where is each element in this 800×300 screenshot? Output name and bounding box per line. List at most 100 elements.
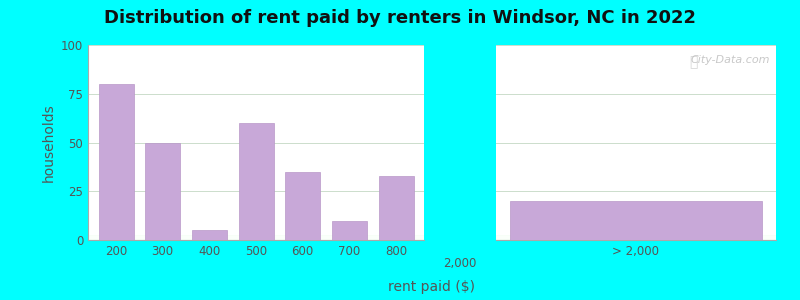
Bar — [496, 237, 776, 239]
Bar — [88, 236, 424, 238]
Bar — [496, 237, 776, 239]
Bar — [88, 238, 424, 239]
Bar — [88, 238, 424, 240]
Bar — [496, 237, 776, 239]
Bar — [88, 236, 424, 238]
Bar — [88, 238, 424, 240]
Bar — [496, 236, 776, 238]
Bar — [88, 237, 424, 239]
Bar — [88, 237, 424, 239]
Bar — [496, 238, 776, 240]
Bar — [496, 237, 776, 239]
Bar — [88, 236, 424, 238]
Bar — [496, 237, 776, 239]
Bar — [88, 237, 424, 239]
Bar — [496, 237, 776, 239]
Bar — [496, 238, 776, 240]
Bar — [88, 236, 424, 238]
Bar — [88, 238, 424, 239]
Bar — [496, 237, 776, 239]
Bar — [88, 237, 424, 239]
Bar — [496, 237, 776, 239]
Bar — [88, 237, 424, 239]
Bar — [496, 238, 776, 240]
Bar — [88, 238, 424, 240]
Bar — [88, 236, 424, 238]
Bar — [510, 201, 762, 240]
Bar — [88, 238, 424, 240]
Text: City-Data.com: City-Data.com — [691, 55, 770, 65]
Bar — [88, 237, 424, 239]
Bar — [496, 238, 776, 240]
Bar — [496, 238, 776, 239]
Bar — [88, 236, 424, 238]
Bar — [496, 237, 776, 239]
Bar — [496, 236, 776, 238]
Bar — [88, 238, 424, 240]
Bar — [88, 236, 424, 238]
Bar — [88, 237, 424, 239]
Bar — [496, 237, 776, 239]
Bar — [496, 237, 776, 239]
Bar — [496, 237, 776, 239]
Bar — [145, 142, 180, 240]
Bar — [88, 236, 424, 238]
Text: 2,000: 2,000 — [443, 256, 477, 269]
Bar — [88, 237, 424, 239]
Bar — [238, 123, 274, 240]
Bar — [496, 238, 776, 240]
Bar — [88, 237, 424, 239]
Bar — [496, 238, 776, 240]
Bar — [496, 238, 776, 240]
Bar — [496, 238, 776, 240]
Bar — [88, 238, 424, 240]
Bar — [88, 237, 424, 239]
Bar — [88, 236, 424, 238]
Bar — [496, 237, 776, 239]
Bar — [88, 237, 424, 239]
Bar — [496, 237, 776, 239]
Bar — [88, 237, 424, 239]
Bar — [88, 237, 424, 239]
Text: ⦿: ⦿ — [690, 55, 698, 69]
Bar — [88, 238, 424, 240]
Bar — [88, 237, 424, 239]
Y-axis label: households: households — [42, 103, 55, 182]
Bar — [88, 237, 424, 239]
Bar — [496, 236, 776, 238]
Bar — [496, 238, 776, 240]
Bar — [88, 238, 424, 240]
Bar — [496, 238, 776, 240]
Bar — [88, 236, 424, 238]
Bar — [88, 236, 424, 238]
Bar — [496, 238, 776, 239]
Bar — [88, 238, 424, 240]
Bar — [88, 237, 424, 239]
Bar — [496, 237, 776, 239]
Bar — [496, 238, 776, 239]
Bar — [496, 236, 776, 238]
Bar — [496, 237, 776, 239]
Bar — [88, 237, 424, 239]
Bar — [88, 237, 424, 239]
Bar — [496, 238, 776, 240]
Bar — [496, 237, 776, 239]
Bar — [496, 237, 776, 239]
Bar — [496, 238, 776, 240]
Bar — [88, 237, 424, 239]
Bar — [496, 238, 776, 240]
Bar — [88, 237, 424, 239]
Bar — [88, 236, 424, 238]
Bar — [88, 237, 424, 239]
Bar — [496, 236, 776, 238]
Bar — [88, 237, 424, 239]
Bar — [88, 238, 424, 240]
Bar — [88, 236, 424, 238]
Bar — [88, 238, 424, 240]
Bar — [88, 237, 424, 239]
Bar — [496, 236, 776, 238]
Bar — [496, 237, 776, 239]
Bar — [496, 236, 776, 238]
Bar — [88, 237, 424, 239]
Bar — [88, 237, 424, 239]
